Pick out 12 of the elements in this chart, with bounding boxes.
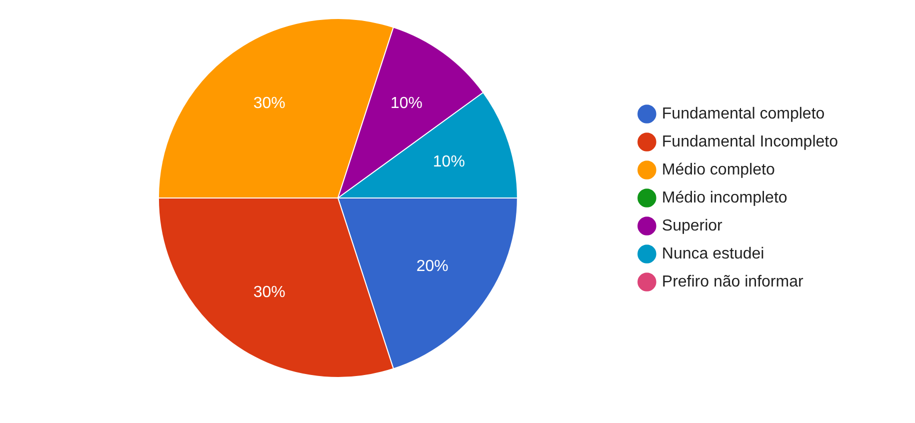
legend-label: Prefiro não informar (662, 273, 804, 290)
data-label: 10% (390, 95, 423, 112)
data-label: 20% (416, 258, 448, 275)
data-label: 30% (253, 95, 286, 112)
legend-label: Fundamental completo (662, 105, 825, 122)
legend-label: Médio completo (662, 161, 775, 178)
legend-label: Nunca estudei (662, 245, 764, 262)
data-label: 10% (432, 153, 465, 170)
legend-label: Superior (662, 217, 724, 234)
data-label: 30% (253, 284, 286, 301)
legend-label: Fundamental Incompleto (662, 133, 838, 150)
legend-label: Médio incompleto (662, 189, 788, 206)
